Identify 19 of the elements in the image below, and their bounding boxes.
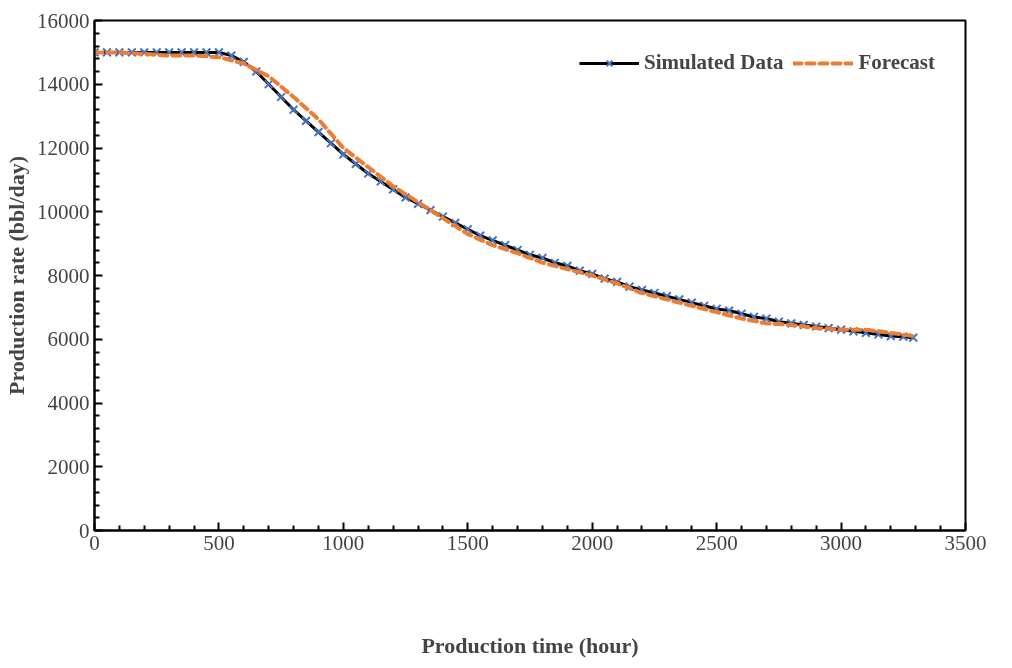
x-axis-title: Production time (hour) xyxy=(421,632,639,658)
y-axis-title: Production rate (bbl/day) xyxy=(4,155,29,396)
x-tick-label: 3000 xyxy=(820,530,863,555)
y-tick-label: 2000 xyxy=(47,454,90,479)
y-tick-label: 6000 xyxy=(47,327,90,352)
y-tick-label: 14000 xyxy=(37,72,90,97)
x-tick-label: 500 xyxy=(203,530,235,555)
legend-label: Forecast xyxy=(858,50,935,75)
legend-label: Simulated Data xyxy=(643,50,784,75)
y-tick-label: 8000 xyxy=(47,263,90,288)
x-tick-label: 2500 xyxy=(695,530,738,555)
x-tick-label: 2000 xyxy=(571,530,614,555)
y-tick-label: 12000 xyxy=(37,136,90,160)
x-tick-label: 1000 xyxy=(322,530,365,555)
y-tick-label: 10000 xyxy=(37,199,90,224)
x-tick-label: 3500 xyxy=(944,530,987,555)
y-tick-label: 4000 xyxy=(47,391,90,415)
y-tick-label: 16000 xyxy=(37,8,90,33)
x-tick-label: 1500 xyxy=(446,530,489,555)
